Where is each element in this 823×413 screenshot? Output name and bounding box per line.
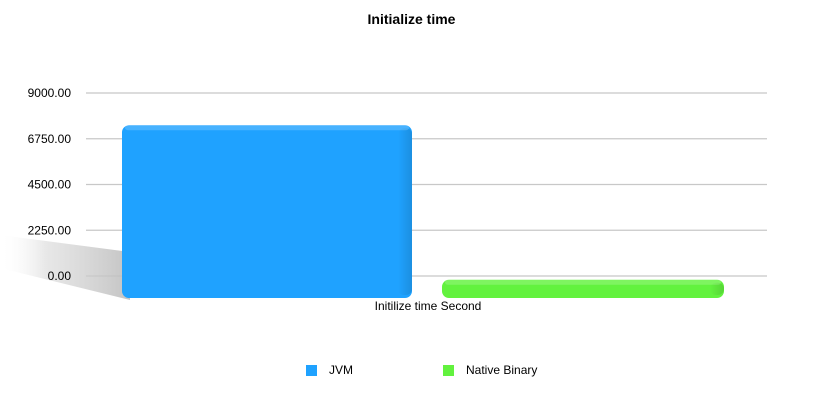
- legend-label: JVM: [329, 363, 353, 377]
- y-tick-label: 9000.00: [28, 86, 72, 100]
- chart-title: Initialize time: [367, 11, 456, 27]
- legend-item-jvm: JVM: [306, 363, 353, 377]
- bar-jvm: [122, 125, 412, 299]
- legend: JVM Native Binary: [0, 363, 823, 381]
- legend-label: Native Binary: [466, 363, 538, 377]
- y-tick-label: 0.00: [48, 269, 72, 283]
- bar-native-binary: [442, 279, 724, 298]
- bar-shadow: [0, 235, 130, 300]
- y-tick-label: 6750.00: [28, 132, 72, 146]
- y-tick-label: 4500.00: [28, 178, 72, 192]
- legend-item-native-binary: Native Binary: [443, 363, 537, 377]
- legend-swatch: [306, 364, 317, 376]
- x-category-label: Initilize time Second: [375, 299, 482, 313]
- y-tick-label: 2250.00: [28, 223, 72, 237]
- legend-swatch: [443, 364, 454, 376]
